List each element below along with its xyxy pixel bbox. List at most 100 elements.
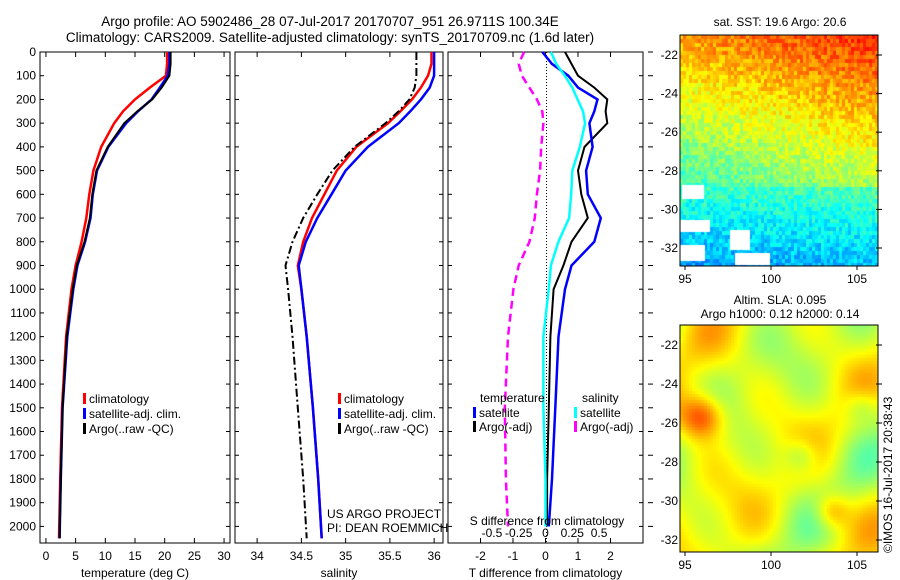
- x-tick-label: 36: [427, 549, 441, 563]
- x-tick-label: 5: [72, 549, 79, 563]
- legend-label: Argo(-adj): [580, 420, 633, 434]
- map-y-tick-label: -24: [661, 377, 679, 391]
- x-tick-label: 0: [43, 549, 50, 563]
- map-frame: [679, 34, 879, 267]
- map-y-tick-label: -32: [661, 241, 679, 255]
- annotation-pi: PI: DEAN ROEMMICH: [327, 521, 448, 535]
- plot-frame-salinity: [234, 51, 444, 544]
- y-tick-label: 400: [16, 140, 36, 154]
- y-tick-label: 300: [16, 116, 36, 130]
- series-line-temperature-satellite: [541, 51, 603, 527]
- legend-label: Argo(-adj): [479, 420, 532, 434]
- series-line-argo-raw-qc-: [284, 52, 418, 539]
- map-x-tick-label: 95: [678, 272, 692, 286]
- y-tick-label: 900: [16, 258, 36, 272]
- sst-map-image: [680, 35, 878, 266]
- legend-swatch: [83, 408, 86, 419]
- legend-swatch: [574, 421, 577, 432]
- map-y-tick-label: -22: [661, 48, 679, 62]
- x2-axis-label: S difference from climatology: [470, 514, 625, 528]
- x-tick-label: 34: [250, 549, 264, 563]
- legend-swatch: [473, 421, 476, 432]
- map-x-tick-label: 105: [847, 558, 867, 572]
- y-tick-label: 1600: [9, 425, 36, 439]
- annotation-project: US ARGO PROJECT: [327, 507, 442, 521]
- sla-map-title-line1: Altim. SLA: 0.095: [733, 293, 827, 307]
- x-tick-label: 35: [339, 549, 353, 563]
- x-tick-label: -1: [508, 549, 519, 563]
- legend-label: climatology: [344, 392, 404, 406]
- y-tick-label: 0: [29, 45, 36, 59]
- y-tick-label: 1900: [9, 496, 36, 510]
- x-tick-label: 15: [128, 549, 142, 563]
- map-y-tick-label: -30: [661, 494, 679, 508]
- y-tick-label: 2000: [9, 519, 36, 533]
- map-y-tick-label: -26: [661, 416, 679, 430]
- x-tick-label: 2: [607, 549, 614, 563]
- map-x-tick-label: 105: [847, 272, 867, 286]
- series-line-salinity-argo-adj-: [503, 51, 545, 527]
- series-line-argo-raw-qc-: [58, 52, 172, 539]
- x2-tick-label: -0.5: [482, 526, 503, 540]
- y-tick-label: 700: [16, 211, 36, 225]
- x-tick-label: 25: [188, 549, 202, 563]
- map-frame: [679, 324, 879, 553]
- legend-label: satellite-adj. clim.: [344, 407, 436, 421]
- x2-tick-label: 0.5: [591, 526, 608, 540]
- map-x-tick-label: 100: [761, 558, 781, 572]
- imos-credit: ©IMOS 16-Jul-2017 20:38:43: [881, 396, 895, 553]
- y-tick-label: 500: [16, 164, 36, 178]
- x2-tick-label: 0: [542, 526, 549, 540]
- x-axis-label: temperature (deg C): [81, 566, 189, 580]
- y-tick-label: 1300: [9, 353, 36, 367]
- map-y-tick-label: -22: [661, 338, 679, 352]
- x2-tick-label: 0.25: [561, 526, 585, 540]
- x-axis-label: salinity: [321, 566, 358, 580]
- map-y-tick-label: -24: [661, 87, 679, 101]
- y-tick-label: 1400: [9, 377, 36, 391]
- legend-swatch: [574, 407, 577, 418]
- y-tick-label: 1100: [10, 306, 36, 320]
- sla-map-title-line2: Argo h1000: 0.12 h2000: 0.14: [700, 307, 860, 321]
- x-tick-label: 0: [542, 549, 549, 563]
- y-tick-label: 600: [16, 187, 36, 201]
- legend-swatch: [473, 407, 476, 418]
- legend-swatch: [338, 423, 341, 434]
- legend-swatch: [338, 393, 341, 404]
- profile-plots: 0 5 10 15 20 25 300100200300400500600700800900…: [9, 45, 653, 580]
- map-y-tick-label: -28: [661, 164, 679, 178]
- map-y-tick-label: -26: [661, 125, 679, 139]
- legend-label: climatology: [89, 392, 149, 406]
- y-tick-label: 800: [16, 235, 36, 249]
- sla-map-image: [680, 325, 878, 552]
- map-x-tick-label: 95: [678, 558, 692, 572]
- legend-label: satellite-adj. clim.: [89, 407, 181, 421]
- y-tick-label: 1000: [9, 282, 36, 296]
- x-tick-label: 1: [575, 549, 582, 563]
- x-tick-label: -2: [475, 549, 486, 563]
- y-tick-label: 200: [16, 92, 36, 106]
- figure-title-line1: Argo profile: AO 5902486_28 07-Jul-2017 …: [101, 14, 559, 29]
- plot-frame-temperature: [39, 51, 231, 544]
- legend-label: satellite: [580, 406, 621, 420]
- legend-swatch: [338, 408, 341, 419]
- series-line-climatology: [57, 52, 169, 539]
- map-x-tick-label: 100: [761, 272, 781, 286]
- sst-map-title: sat. SST: 19.6 Argo: 20.6: [713, 15, 847, 29]
- figure-title-line2: Climatology: CARS2009. Satellite-adjuste…: [65, 30, 595, 45]
- series-line-salinity-satellite: [542, 51, 587, 527]
- legend-swatch: [83, 423, 86, 434]
- y-tick-label: 100: [16, 69, 36, 83]
- y-tick-label: 1200: [9, 330, 36, 344]
- x-tick-label: 30: [217, 549, 231, 563]
- x2-tick-label: -0.25: [505, 526, 533, 540]
- x-tick-label: 20: [158, 549, 172, 563]
- map-y-tick-label: -32: [661, 533, 679, 547]
- x-tick-label: 10: [99, 549, 113, 563]
- map-axes: 95 100 105 -22 -24 -26 -28 -30 -32 95 100 105 -22 -24…: [661, 34, 882, 572]
- y-tick-label: 1700: [9, 448, 36, 462]
- x-tick-label: 34.5: [290, 549, 314, 563]
- legend-header-salinity: salinity: [582, 391, 619, 405]
- legend-swatch: [83, 393, 86, 404]
